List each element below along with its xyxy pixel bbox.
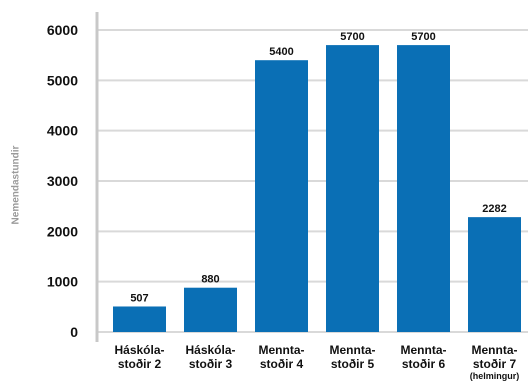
data-labels: 507 880 5400 5700 5700 2282 xyxy=(130,31,506,304)
y-tick-label: 0 xyxy=(70,324,78,340)
y-tick-label: 6000 xyxy=(47,22,78,38)
x-tick-label: Mennta- xyxy=(472,343,518,357)
y-tick-label: 3000 xyxy=(47,173,78,189)
y-tick-label: 2000 xyxy=(47,223,78,239)
bar xyxy=(468,217,521,332)
x-tick-label: stoðir 4 xyxy=(260,357,304,371)
y-tick-label: 1000 xyxy=(47,274,78,290)
x-tick-label: stoðir 5 xyxy=(331,357,375,371)
bar xyxy=(113,306,166,332)
x-tick-label: stoðir 6 xyxy=(402,357,446,371)
bar xyxy=(184,287,237,332)
x-tick-label: Mennta- xyxy=(401,343,447,357)
data-label: 880 xyxy=(201,274,219,286)
x-tick-label: Háskóla- xyxy=(114,343,164,357)
x-tick-label: stoðir 3 xyxy=(189,357,233,371)
x-tick-label: stoðir 7 xyxy=(473,357,517,371)
y-tick-label: 4000 xyxy=(47,123,78,139)
x-tick-label: Mennta- xyxy=(259,343,305,357)
data-label: 5700 xyxy=(340,31,364,43)
x-tick-label: Mennta- xyxy=(330,343,376,357)
x-tick-label: Háskóla- xyxy=(185,343,235,357)
x-tick-label: stoðir 2 xyxy=(118,357,162,371)
bar xyxy=(326,45,379,332)
data-label: 2282 xyxy=(482,203,506,215)
gridlines xyxy=(97,29,528,333)
data-label: 5700 xyxy=(411,31,435,43)
y-tick-label: 5000 xyxy=(47,72,78,88)
bars xyxy=(113,45,521,332)
bar xyxy=(397,45,450,332)
y-axis-ticks: 0 1000 2000 3000 4000 5000 6000 xyxy=(47,22,78,340)
x-tick-label: (helmingur) xyxy=(470,371,520,381)
data-label: 507 xyxy=(130,292,148,304)
data-label: 5400 xyxy=(269,46,293,58)
bar xyxy=(255,60,308,332)
